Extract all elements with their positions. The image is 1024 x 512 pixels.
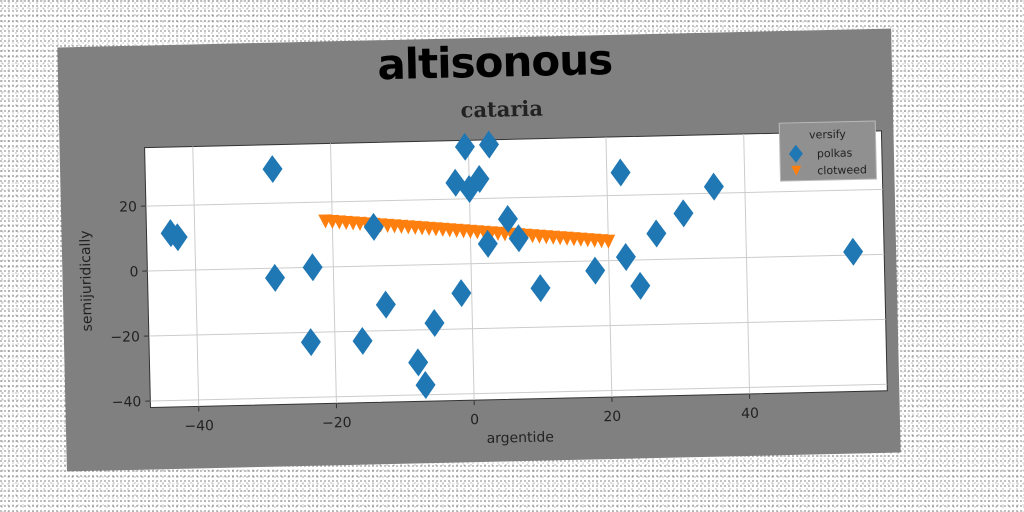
legend-label-polkas: polkas (817, 147, 853, 161)
polkas-point (265, 263, 286, 292)
clotweed-point (601, 234, 616, 249)
legend-marker-clotweed (791, 165, 802, 176)
polkas-point (646, 219, 667, 248)
polkas-point (451, 279, 472, 308)
polkas-point (630, 271, 651, 300)
polkas-point (352, 326, 373, 355)
x-axis-ticks: −40 −20 0 20 40 (184, 393, 759, 435)
grid-lines (145, 133, 888, 407)
polkas-point (508, 224, 529, 253)
polkas-point (843, 237, 864, 266)
x-tick-label: 0 (470, 412, 479, 428)
y-grid-line (147, 253, 885, 272)
x-grid-line (192, 146, 200, 407)
polkas-point (469, 164, 490, 193)
polkas-point (585, 256, 606, 285)
y-tick-label: 0 (129, 264, 138, 280)
y-grid-line (145, 188, 883, 207)
chart-title: cataria (460, 96, 543, 123)
polkas-point (375, 290, 396, 319)
polkas-point (610, 158, 631, 187)
x-tick-label: 40 (741, 406, 759, 422)
legend: versify polkas clotweed (778, 120, 878, 182)
polkas-point (497, 204, 518, 233)
polkas-point (415, 371, 436, 400)
polkas-point (408, 348, 429, 377)
legend-box (778, 120, 878, 182)
polkas-point (302, 253, 323, 282)
x-tick-label: 20 (603, 409, 621, 425)
polkas-point (167, 223, 188, 252)
y-grid-line (148, 318, 886, 337)
chart-suptitle: altisonous (377, 35, 613, 89)
y-tick-label: −20 (110, 329, 140, 346)
x-axis-label: argentide (486, 429, 554, 447)
y-axis-ticks: −40 −20 0 20 (110, 199, 151, 411)
y-tick-label: −40 (112, 394, 142, 411)
polkas-point (479, 130, 500, 159)
polkas-point (459, 174, 480, 203)
y-tick-label: 20 (119, 199, 137, 215)
polkas-point (262, 155, 283, 184)
y-grid-line (150, 383, 888, 402)
series-polkas (160, 130, 864, 400)
polkas-point (363, 212, 384, 241)
plot-area (144, 130, 888, 409)
x-tick-label: −20 (322, 415, 352, 432)
x-grid-line (743, 133, 751, 394)
y-axis-label: semijuridically (77, 230, 95, 331)
legend-title: versify (809, 128, 847, 142)
x-tick-label: −40 (184, 418, 214, 435)
polkas-point (673, 199, 694, 228)
polkas-point (454, 132, 475, 161)
polkas-point (615, 242, 636, 271)
polkas-point (530, 274, 551, 303)
x-grid-line (605, 137, 613, 398)
polkas-point (703, 172, 724, 201)
x-grid-line (330, 143, 337, 404)
polkas-point (300, 328, 321, 357)
legend-label-clotweed: clotweed (817, 163, 867, 177)
polkas-point (477, 229, 498, 258)
polkas-point (424, 309, 445, 338)
legend-marker-polkas (788, 144, 803, 163)
